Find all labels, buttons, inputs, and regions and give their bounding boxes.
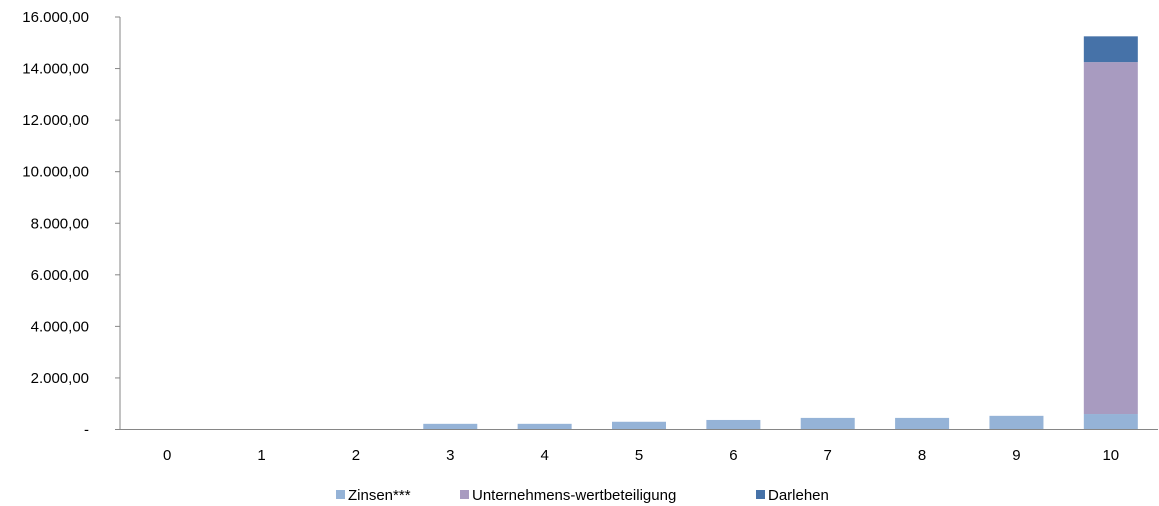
x-tick-label: 7: [824, 447, 832, 464]
legend-label: Unternehmens-wertbeteiligung: [472, 487, 676, 504]
y-tick-label: 2.000,00: [31, 370, 89, 387]
bars: [423, 36, 1138, 430]
x-tick-label: 2: [352, 447, 360, 464]
x-tick-label: 9: [1012, 447, 1020, 464]
x-tick-label: 10: [1102, 447, 1119, 464]
bar-segment: [895, 417, 950, 430]
y-tick-label: 12.000,00: [22, 112, 89, 129]
bar-segment: [706, 419, 761, 430]
bar-segment: [612, 421, 666, 430]
x-tick-label: 0: [163, 447, 171, 464]
y-axis: - 2.000,00 4.000,00 6.000,00 8.000,00 10.000,…: [22, 9, 121, 439]
bar-segment: [517, 423, 572, 430]
x-tick-label: 4: [540, 447, 548, 464]
x-tick-label: 5: [635, 447, 643, 464]
bar-segment: [1083, 36, 1138, 63]
y-tick-label: 14.000,00: [22, 61, 89, 78]
bar-segment: [423, 423, 478, 430]
legend: Zinsen*** Unternehmens-wertbeteiligung Dar…: [336, 487, 829, 504]
x-tick-label: 1: [257, 447, 265, 464]
bar-segment: [989, 415, 1044, 430]
y-tick-label: 4.000,00: [31, 318, 89, 335]
y-tick-label: 16.000,00: [22, 9, 89, 26]
bar-segment: [1083, 62, 1138, 415]
legend-label: Zinsen***: [348, 487, 411, 504]
legend-swatch: [336, 490, 345, 499]
y-tick-label: 6.000,00: [31, 267, 89, 284]
x-tick-label: 6: [729, 447, 737, 464]
x-tick-label: 3: [446, 447, 454, 464]
bar-segment: [1083, 414, 1138, 430]
legend-swatch: [460, 490, 469, 499]
y-tick-label: 10.000,00: [22, 164, 89, 181]
bar-segment: [800, 417, 855, 430]
legend-label: Darlehen: [768, 487, 829, 504]
y-tick-label: -: [84, 422, 89, 439]
legend-swatch: [756, 490, 765, 499]
x-tick-label: 8: [918, 447, 926, 464]
x-axis: 0 1 2 3 4 5 6 7 8 9 10: [120, 429, 1158, 464]
y-tick-label: 8.000,00: [31, 215, 89, 232]
